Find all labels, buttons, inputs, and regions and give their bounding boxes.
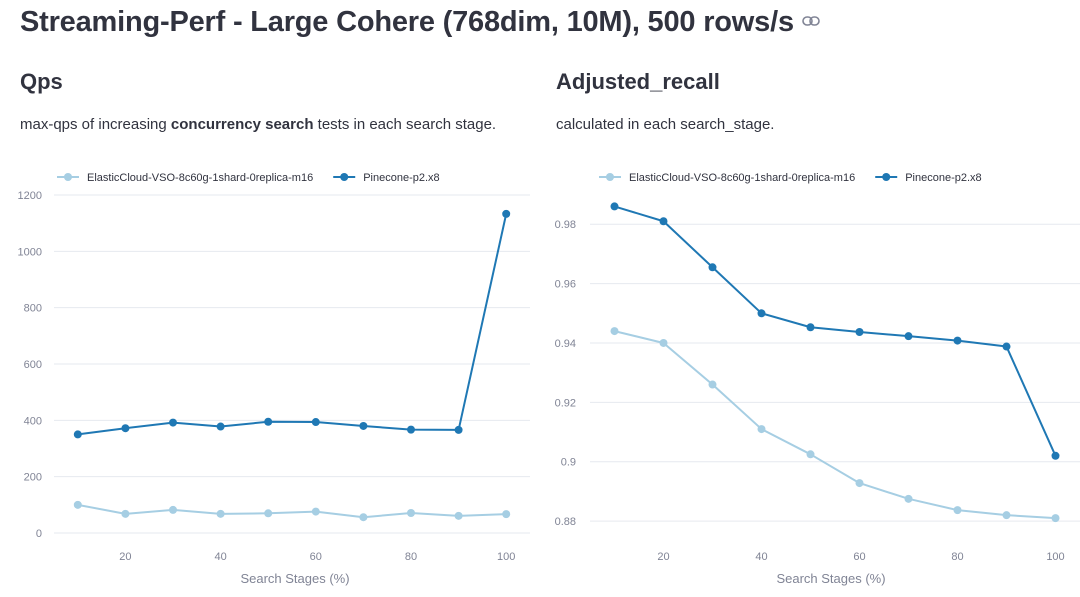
qps-data-point-1: [169, 418, 177, 427]
qps-data-point-1: [454, 425, 463, 434]
qps-data-point-1: [121, 424, 130, 433]
qps-desc-text: max-qps of increasing: [20, 116, 171, 133]
recall-data-point-1: [708, 263, 717, 272]
qps-y-tick-label: 400: [24, 415, 42, 427]
recall-y-tick-label: 0.92: [555, 397, 576, 409]
recall-data-point-1: [855, 327, 864, 336]
recall-y-tick-label: 0.9: [561, 457, 576, 469]
recall-data-point-1: [1002, 342, 1011, 351]
qps-data-point-1: [502, 209, 511, 218]
recall-data-point-1: [806, 323, 815, 332]
qps-desc-tail: tests in each search stage.: [313, 116, 497, 133]
recall-legend-marker: [882, 173, 891, 181]
link-icon[interactable]: [802, 15, 820, 27]
qps-y-tick-label: 200: [24, 472, 42, 484]
recall-y-tick-label: 0.98: [555, 219, 576, 231]
recall-data-point-0: [806, 450, 815, 459]
qps-legend-marker: [340, 173, 349, 181]
qps-legend-label: ElasticCloud-VSO-8c60g-1shard-0replica-m…: [87, 172, 313, 184]
qps-chart-title: Qps: [20, 69, 63, 94]
recall-data-point-1: [659, 217, 668, 226]
qps-y-tick-label: 1200: [18, 190, 42, 202]
recall-chart-description: calculated in each search_stage.: [556, 116, 774, 133]
recall-y-tick-label: 0.96: [555, 279, 576, 291]
recall-chart-title: Adjusted_recall: [556, 69, 720, 94]
qps-legend-marker: [64, 173, 72, 181]
recall-series-line-1: [614, 205, 1057, 457]
recall-data-point-1: [904, 332, 913, 341]
recall-legend-label: ElasticCloud-VSO-8c60g-1shard-0replica-m…: [629, 172, 855, 184]
recall-data-point-0: [610, 327, 619, 336]
recall-data-point-0: [855, 479, 864, 488]
qps-data-point-0: [454, 511, 463, 520]
recall-data-point-0: [953, 506, 962, 515]
qps-data-point-1: [311, 418, 320, 427]
recall-legend-marker: [606, 173, 614, 181]
recall-legend-label: Pinecone-p2.x8: [905, 172, 981, 184]
recall-y-tick-label: 0.94: [555, 338, 576, 350]
recall-x-axis-title: Search Stages (%): [776, 571, 885, 586]
qps-legend-label: Pinecone-p2.x8: [363, 172, 439, 184]
recall-data-point-0: [708, 380, 717, 389]
recall-x-tick-label: 60: [853, 551, 865, 563]
qps-x-tick-label: 40: [214, 551, 226, 563]
recall-data-point-0: [904, 494, 913, 503]
recall-line-chart[interactable]: 0.88 0.9 0.92 0.94 0.96 0.98 20 40 60 80 100 Search…: [536, 60, 1080, 597]
page-title: Streaming-Perf - Large Cohere (768dim, 1…: [20, 6, 820, 39]
recall-data-point-0: [1051, 514, 1060, 523]
qps-data-point-1: [359, 421, 368, 430]
recall-panel: Adjusted_recall calculated in each searc…: [536, 60, 1080, 597]
qps-data-point-1: [264, 417, 273, 426]
qps-panel: Qps max-qps of increasing concurrency se…: [0, 60, 530, 597]
qps-x-tick-label: 80: [405, 551, 417, 563]
qps-y-tick-label: 600: [24, 359, 42, 371]
qps-data-point-0: [121, 509, 130, 518]
recall-x-tick-label: 40: [755, 551, 767, 563]
qps-y-tick-label: 800: [24, 303, 42, 315]
recall-x-tick-label: 80: [951, 551, 963, 563]
qps-chart-description: max-qps of increasing concurrency search…: [20, 116, 496, 133]
qps-data-point-1: [407, 425, 415, 434]
qps-desc-bold: concurrency search: [170, 116, 314, 133]
recall-data-point-1: [610, 202, 619, 211]
recall-series-line-0: [614, 330, 1056, 520]
qps-data-point-0: [502, 510, 511, 519]
recall-data-point-1: [953, 336, 962, 345]
qps-data-point-0: [264, 509, 273, 518]
recall-x-tick-label: 100: [1046, 551, 1064, 563]
recall-data-point-1: [1051, 451, 1060, 460]
recall-data-point-0: [659, 338, 668, 347]
recall-x-tick-label: 20: [657, 551, 669, 563]
qps-series-line-1: [77, 213, 508, 436]
qps-x-tick-label: 20: [119, 551, 131, 563]
recall-data-point-0: [757, 425, 766, 434]
recall-desc-text: calculated in each search_stage.: [556, 116, 775, 133]
qps-x-tick-label: 60: [310, 551, 322, 563]
qps-line-chart[interactable]: 0 200 400 600 800 1000 1200 20 40 60 80 100 Search S…: [0, 60, 530, 597]
qps-y-tick-label: 0: [36, 528, 42, 540]
recall-data-point-0: [1002, 511, 1011, 520]
recall-y-tick-label: 0.88: [555, 516, 576, 528]
qps-x-axis-title: Search Stages (%): [240, 571, 349, 586]
qps-data-point-0: [169, 505, 177, 514]
qps-data-point-0: [407, 509, 415, 518]
qps-data-point-1: [73, 430, 82, 439]
recall-data-point-1: [757, 309, 766, 318]
qps-y-tick-label: 1000: [18, 246, 42, 258]
qps-series-line-0: [77, 503, 507, 519]
page-title-text: Streaming-Perf - Large Cohere (768dim, 1…: [20, 6, 794, 38]
qps-data-point-0: [359, 513, 368, 522]
qps-data-point-0: [311, 507, 320, 516]
qps-data-point-0: [73, 500, 82, 509]
qps-data-point-0: [216, 509, 225, 518]
qps-x-tick-label: 100: [497, 551, 515, 563]
qps-data-point-1: [216, 422, 225, 431]
